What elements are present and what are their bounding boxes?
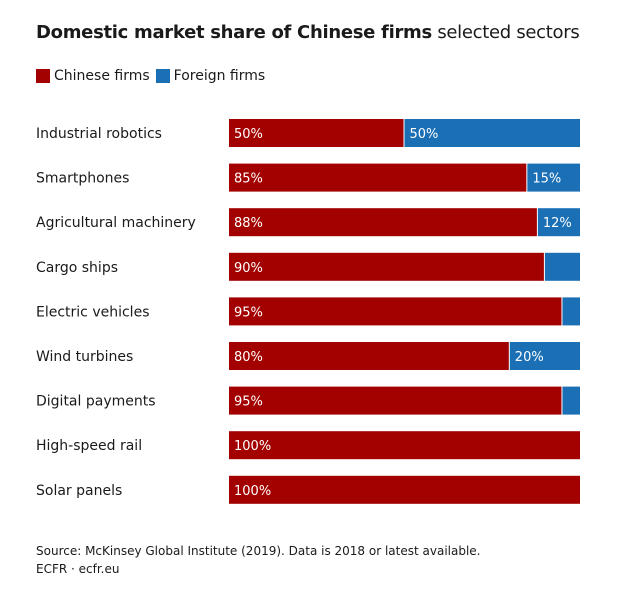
value-label-foreign: 12% bbox=[543, 216, 572, 231]
chart-legend: Chinese firms Foreign firms bbox=[36, 68, 271, 84]
legend-label-chinese: Chinese firms bbox=[54, 68, 150, 84]
chart-title: Domestic market share of Chinese firms s… bbox=[36, 22, 580, 43]
chart-title-sub: selected sectors bbox=[437, 22, 580, 43]
value-label-chinese: 100% bbox=[234, 439, 271, 454]
source-note: Source: McKinsey Global Institute (2019)… bbox=[36, 542, 481, 578]
legend-swatch-foreign bbox=[155, 69, 170, 83]
category-label: Solar panels bbox=[36, 483, 122, 499]
source-line: Source: McKinsey Global Institute (2019)… bbox=[36, 544, 481, 558]
legend-label-foreign: Foreign firms bbox=[173, 68, 266, 84]
category-label: Agricultural machinery bbox=[36, 215, 196, 231]
credit-line: ECFR · ecfr.eu bbox=[36, 562, 120, 576]
value-label-chinese: 100% bbox=[234, 484, 271, 499]
bar-foreign bbox=[509, 342, 580, 370]
bar-chinese bbox=[229, 431, 580, 460]
bar-foreign bbox=[537, 208, 580, 237]
value-label-foreign: 50% bbox=[410, 127, 439, 142]
value-label-foreign: 20% bbox=[515, 350, 544, 365]
category-label: High-speed rail bbox=[36, 438, 142, 454]
value-label-foreign: 15% bbox=[532, 172, 561, 187]
bar-chinese bbox=[229, 163, 527, 192]
value-label-chinese: 95% bbox=[234, 395, 263, 410]
category-label: Smartphones bbox=[36, 171, 129, 187]
category-label: Industrial robotics bbox=[36, 126, 162, 142]
bar-foreign bbox=[562, 386, 580, 415]
value-label-chinese: 80% bbox=[234, 350, 263, 365]
bar-foreign bbox=[544, 252, 580, 281]
legend-item-foreign: Foreign firms bbox=[155, 68, 266, 84]
legend-swatch-chinese bbox=[36, 69, 50, 83]
legend-item-chinese: Chinese firms bbox=[36, 68, 150, 84]
bar-foreign bbox=[527, 163, 580, 192]
value-label-chinese: 88% bbox=[234, 216, 263, 231]
value-label-chinese: 50% bbox=[234, 127, 263, 142]
bar-chinese bbox=[229, 208, 537, 237]
bar-chinese bbox=[229, 297, 562, 326]
category-label: Cargo ships bbox=[36, 260, 118, 276]
value-label-chinese: 85% bbox=[234, 172, 263, 187]
bar-chart: Industrial robotics 50% 50% Smartphones 85% 1… bbox=[36, 119, 580, 504]
category-label: Wind turbines bbox=[36, 349, 133, 365]
chart-title-main: Domestic market share of Chinese firms bbox=[36, 22, 432, 43]
bar-chinese bbox=[229, 119, 404, 147]
bar-chinese bbox=[229, 252, 544, 281]
bar-chinese bbox=[229, 386, 562, 415]
category-label: Digital payments bbox=[36, 394, 156, 410]
value-label-chinese: 95% bbox=[234, 305, 263, 320]
bar-chinese bbox=[229, 342, 509, 370]
category-label: Electric vehicles bbox=[36, 304, 149, 320]
bar-foreign bbox=[404, 119, 580, 147]
bar-chinese bbox=[229, 475, 580, 504]
value-label-chinese: 90% bbox=[234, 261, 263, 276]
bar-foreign bbox=[562, 297, 580, 326]
